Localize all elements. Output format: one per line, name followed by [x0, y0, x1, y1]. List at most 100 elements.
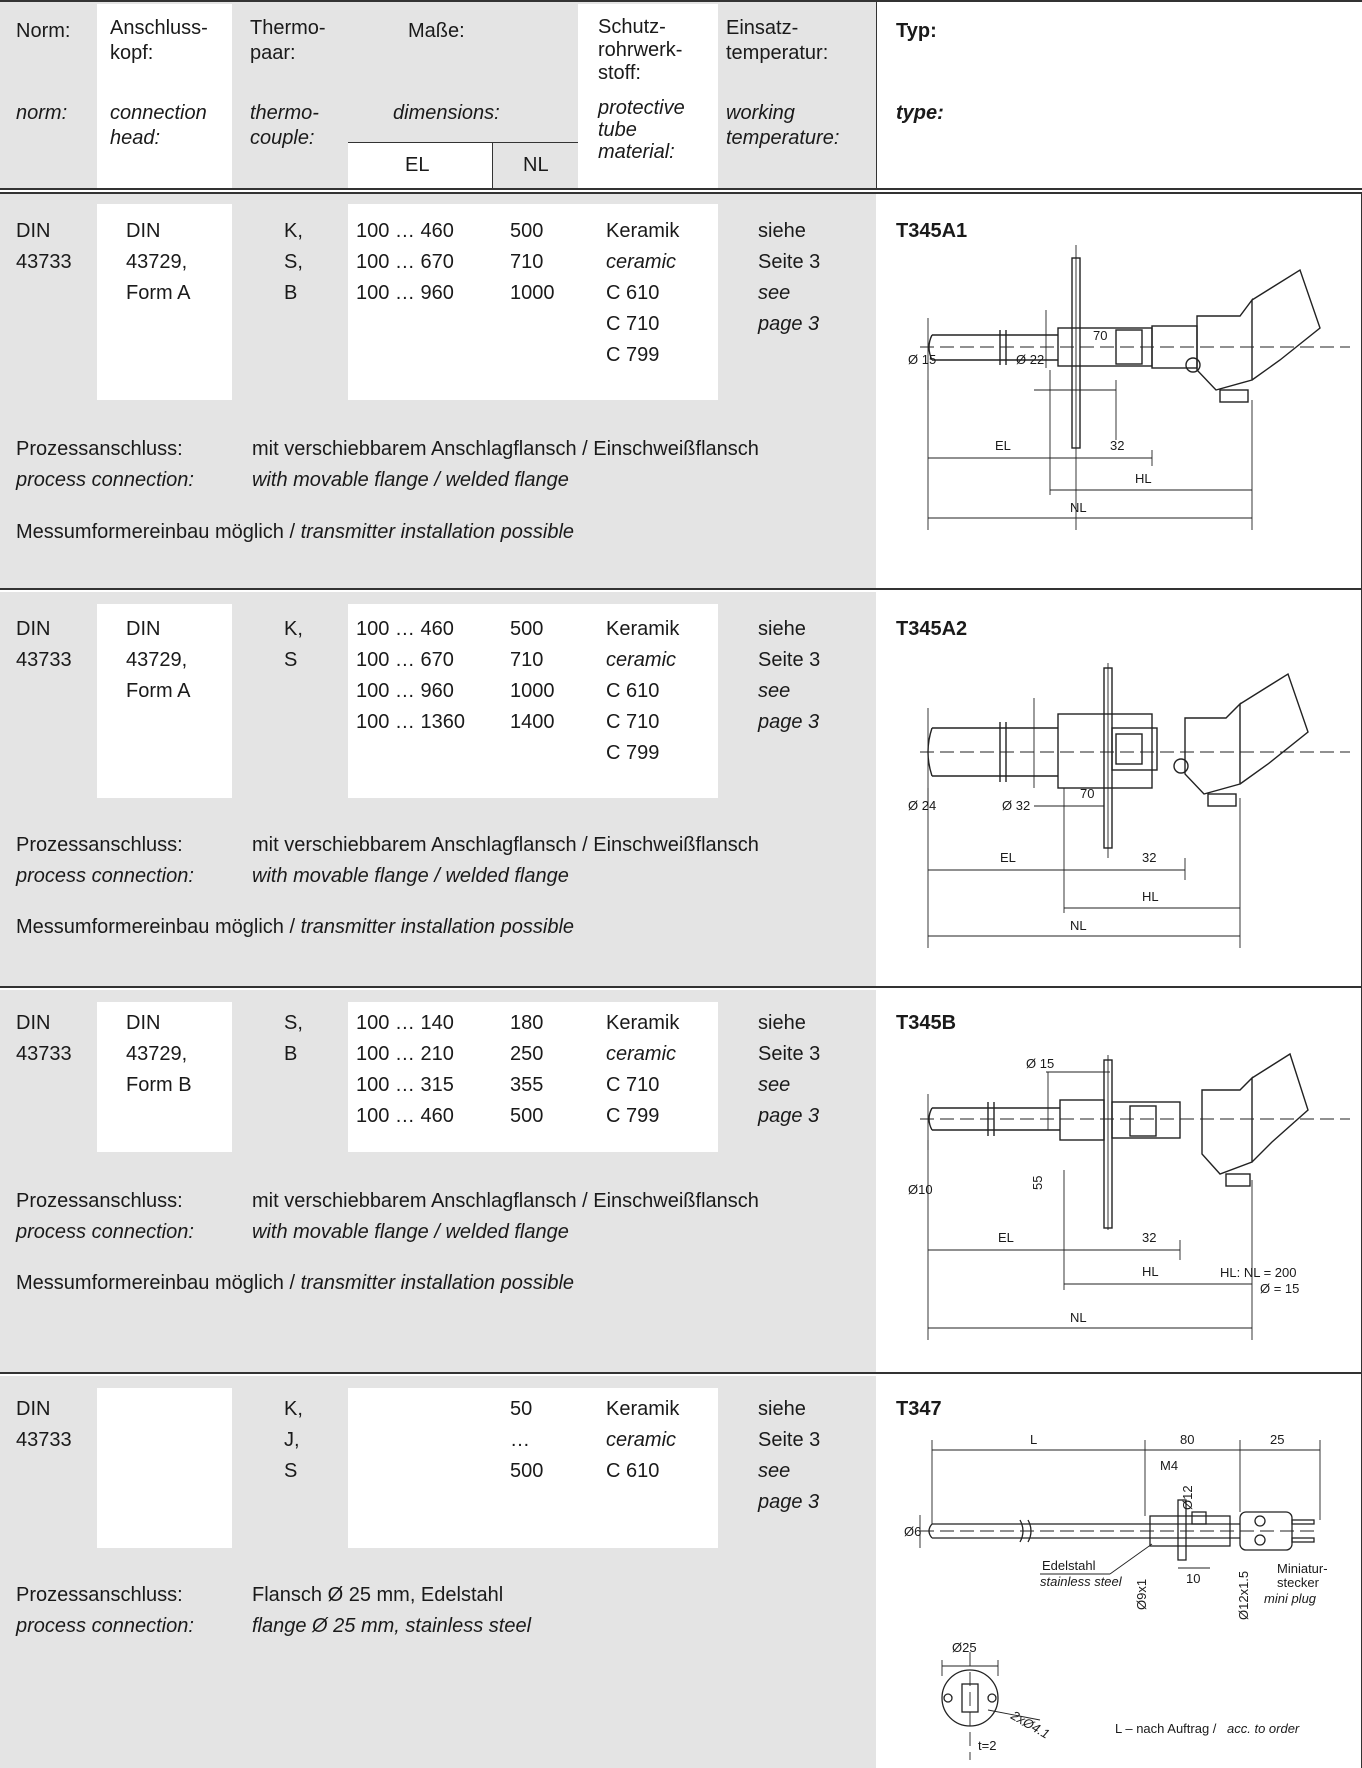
row-thermocouple: K, S, B — [284, 220, 303, 304]
process-de: Flansch Ø 25 mm, Edelstahl — [252, 1584, 504, 1606]
process-de: mit verschiebbarem Anschlagflansch / Ein… — [252, 834, 759, 856]
row-material-codes: C 710 C 799 — [606, 1074, 660, 1127]
row-material-de: Keramik — [606, 1012, 680, 1034]
row-temp-en: see page 3 — [758, 1460, 820, 1513]
svg-text:25: 25 — [1270, 1432, 1284, 1447]
svg-text:70: 70 — [1080, 786, 1094, 801]
svg-text:Ø10: Ø10 — [908, 1182, 933, 1197]
svg-text:HL: NL = 200: HL: NL = 200 — [1220, 1265, 1296, 1280]
svg-text:HL: HL — [1135, 471, 1152, 486]
row-type: T345B — [896, 1012, 957, 1034]
process-en: flange Ø 25 mm, stainless steel — [252, 1615, 532, 1637]
row-material-de: Keramik — [606, 1398, 680, 1420]
row-nl: 500 710 1000 — [510, 220, 555, 304]
row-el: 100 … 140 100 … 210 100 … 315 100 … 460 — [356, 1012, 454, 1127]
process-de: mit verschiebbarem Anschlagflansch / Ein… — [252, 1190, 759, 1212]
drawing-t345b: Ø10 Ø 15 55 EL 32 HL NL HL: NL = 200 Ø =… — [908, 1052, 1350, 1340]
row-nl: 500 710 1000 1400 — [510, 618, 555, 733]
svg-text:EL: EL — [998, 1230, 1014, 1245]
svg-text:Edelstahl: Edelstahl — [1042, 1558, 1096, 1573]
svg-text:Ø 32: Ø 32 — [1002, 798, 1030, 813]
row-el: 100 … 460 100 … 670 100 … 960 — [356, 220, 454, 304]
row-head: DIN 43729, Form A — [126, 618, 191, 702]
process-label-en: process connection: — [16, 1221, 194, 1243]
process-en: with movable flange / welded flange — [252, 865, 569, 887]
svg-text:80: 80 — [1180, 1432, 1194, 1447]
process-label-en: process connection: — [16, 469, 194, 491]
svg-text:mini plug: mini plug — [1264, 1591, 1317, 1606]
header-temp-en: working temperature: — [726, 102, 840, 149]
header-thermocouple-de: Thermo- paar: — [250, 17, 326, 64]
row-head: DIN 43729, Form B — [126, 1012, 192, 1096]
svg-text:Ø25: Ø25 — [952, 1640, 977, 1655]
svg-text:L: L — [1030, 1432, 1037, 1447]
drawing-t347: L 80 25 M4 Ø12 Ø6 Ø9x1 10 Ø12x1.5 Edelst… — [904, 1432, 1328, 1760]
header-connection-head-de: Anschluss- kopf: — [110, 17, 208, 64]
row-nl: 50 … 500 — [510, 1398, 544, 1482]
header-el: EL — [405, 154, 430, 176]
row-type: T347 — [896, 1398, 942, 1420]
row-material-en: ceramic — [606, 649, 677, 671]
row-nl: 180 250 355 500 — [510, 1012, 544, 1127]
process-label-de: Prozessanschluss: — [16, 834, 183, 856]
header-material-en: protective tube material: — [598, 97, 685, 163]
header-thermocouple-en: thermo- couple: — [250, 102, 319, 149]
svg-text:stainless steel: stainless steel — [1040, 1574, 1123, 1589]
svg-text:HL: HL — [1142, 1264, 1159, 1279]
header-type-en: type: — [896, 102, 944, 124]
svg-text:acc. to order: acc. to order — [1227, 1721, 1300, 1736]
row-material-en: ceramic — [606, 1429, 677, 1451]
svg-text:Ø9x1: Ø9x1 — [1134, 1579, 1149, 1610]
drawing-t345a2: Ø 24 Ø 32 70 EL 32 HL NL — [908, 663, 1350, 948]
drawing-t345a1: Ø 15 Ø 22 70 EL 32 HL NL — [908, 245, 1350, 530]
row-temp-de: siehe Seite 3 — [758, 1012, 821, 1065]
svg-text:Ø12: Ø12 — [1180, 1485, 1195, 1510]
row-material-de: Keramik — [606, 618, 680, 640]
row-material-codes: C 610 C 710 C 799 — [606, 680, 660, 764]
row-norm: DIN 43733 — [16, 618, 72, 671]
transmitter-note: Messumformereinbau möglich / transmitter… — [16, 521, 575, 543]
header-temp-de: Einsatz- temperatur: — [726, 17, 829, 64]
svg-text:70: 70 — [1093, 328, 1107, 343]
transmitter-note: Messumformereinbau möglich / transmitter… — [16, 916, 575, 938]
svg-text:Ø12x1.5: Ø12x1.5 — [1236, 1571, 1251, 1620]
row-head: DIN 43729, Form A — [126, 220, 191, 304]
svg-text:Miniatur-stecker: Miniatur-stecker — [1277, 1561, 1328, 1590]
svg-text:Ø6: Ø6 — [904, 1524, 921, 1539]
svg-text:L – nach Auftrag /: L – nach Auftrag / — [1115, 1721, 1217, 1736]
svg-text:M4: M4 — [1160, 1458, 1178, 1473]
process-label-en: process connection: — [16, 865, 194, 887]
row-thermocouple: S, B — [284, 1012, 303, 1065]
row-thermocouple: K, J, S — [284, 1398, 303, 1482]
row-type: T345A1 — [896, 220, 968, 242]
header-norm-en: norm: — [16, 102, 68, 124]
process-de: mit verschiebbarem Anschlagflansch / Ein… — [252, 438, 759, 460]
row-temp-en: see page 3 — [758, 1074, 820, 1127]
svg-text:Ø = 15: Ø = 15 — [1260, 1281, 1299, 1296]
process-label-de: Prozessanschluss: — [16, 1584, 183, 1606]
row-material-de: Keramik — [606, 220, 680, 242]
svg-text:HL: HL — [1142, 889, 1159, 904]
row-norm: DIN 43733 — [16, 1398, 72, 1451]
header-dimensions-de: Maße: — [408, 20, 465, 42]
row-thermocouple: K, S — [284, 618, 303, 671]
row-temp-de: siehe Seite 3 — [758, 220, 821, 273]
svg-text:t=2: t=2 — [978, 1738, 996, 1753]
row-material-codes: C 610 C 710 C 799 — [606, 282, 660, 366]
header-nl: NL — [523, 154, 549, 176]
row-type: T345A2 — [896, 618, 968, 640]
row-el: 100 … 460 100 … 670 100 … 960 100 … 1360 — [356, 618, 465, 733]
row-material-codes: C 610 — [606, 1460, 660, 1482]
svg-text:EL: EL — [995, 438, 1011, 453]
svg-text:Ø 24: Ø 24 — [908, 798, 936, 813]
process-en: with movable flange / welded flange — [252, 1221, 569, 1243]
row-temp-de: siehe Seite 3 — [758, 618, 821, 671]
process-label-de: Prozessanschluss: — [16, 438, 183, 460]
svg-text:NL: NL — [1070, 1310, 1087, 1325]
svg-text:2xØ4.1: 2xØ4.1 — [1008, 1707, 1053, 1741]
header-norm-de: Norm: — [16, 20, 71, 42]
header-type-de: Typ: — [896, 20, 937, 42]
row-temp-en: see page 3 — [758, 282, 820, 335]
row-material-en: ceramic — [606, 251, 677, 273]
